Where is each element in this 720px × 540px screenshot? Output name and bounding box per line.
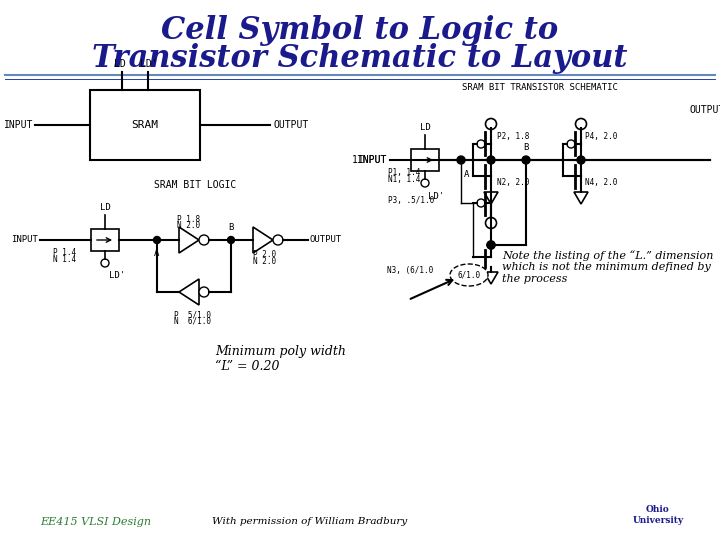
- Circle shape: [477, 140, 485, 148]
- Circle shape: [199, 235, 209, 245]
- Bar: [411, 149, 439, 171]
- Circle shape: [567, 140, 575, 148]
- Circle shape: [487, 156, 495, 164]
- Text: N4, 2.0: N4, 2.0: [585, 178, 617, 186]
- Text: OUTPUT: OUTPUT: [310, 235, 342, 245]
- Text: P1, 1.4: P1, 1.4: [388, 168, 420, 177]
- Circle shape: [101, 259, 109, 267]
- Text: LD: LD: [420, 123, 431, 132]
- Text: N2, 2.0: N2, 2.0: [497, 178, 529, 186]
- Circle shape: [153, 237, 161, 244]
- Circle shape: [477, 199, 485, 207]
- Polygon shape: [484, 192, 498, 204]
- Bar: [91, 229, 119, 251]
- Text: N 2.0: N 2.0: [253, 257, 276, 266]
- Circle shape: [487, 241, 495, 249]
- Text: LD': LD': [428, 192, 444, 201]
- Text: SRAM BIT TRANSISTOR SCHEMATIC: SRAM BIT TRANSISTOR SCHEMATIC: [462, 84, 618, 92]
- Polygon shape: [179, 227, 199, 253]
- Polygon shape: [484, 272, 498, 284]
- Text: P 1.8: P 1.8: [177, 215, 201, 224]
- Text: LD: LD: [99, 203, 110, 212]
- Text: 6/1.0: 6/1.0: [457, 271, 480, 280]
- Polygon shape: [574, 192, 588, 204]
- Ellipse shape: [450, 264, 488, 286]
- Text: 1INPUT: 1INPUT: [352, 155, 387, 165]
- Text: A: A: [154, 249, 160, 258]
- Circle shape: [273, 235, 283, 245]
- Circle shape: [485, 118, 497, 130]
- Text: With permission of William Bradbury: With permission of William Bradbury: [212, 517, 408, 526]
- Circle shape: [228, 237, 235, 244]
- Text: INPUT: INPUT: [11, 235, 38, 245]
- Text: N3, (6/1.0: N3, (6/1.0: [387, 266, 433, 274]
- Circle shape: [575, 118, 587, 130]
- Circle shape: [457, 156, 465, 164]
- Text: N1, 1.4: N1, 1.4: [388, 175, 420, 184]
- Text: B: B: [523, 143, 528, 152]
- Text: Cell Symbol to Logic to: Cell Symbol to Logic to: [161, 15, 559, 45]
- Circle shape: [421, 179, 429, 187]
- Polygon shape: [179, 279, 199, 305]
- Circle shape: [577, 156, 585, 164]
- Text: P 2.0: P 2.0: [253, 250, 276, 259]
- Circle shape: [485, 218, 497, 228]
- Text: LD': LD': [140, 59, 158, 69]
- Text: P2, 1.8: P2, 1.8: [497, 132, 529, 140]
- Text: SRAM BIT LOGIC: SRAM BIT LOGIC: [154, 180, 236, 190]
- Text: SRAM: SRAM: [132, 120, 158, 130]
- Text: N 1.4: N 1.4: [53, 255, 76, 264]
- Text: OUTPUT: OUTPUT: [690, 105, 720, 115]
- Text: A: A: [464, 170, 469, 179]
- Text: Note the listing of the “L.” dimension
which is not the minimum defined by
the p: Note the listing of the “L.” dimension w…: [502, 250, 714, 284]
- Circle shape: [487, 241, 495, 249]
- Text: N  6/1.0: N 6/1.0: [174, 317, 210, 326]
- Circle shape: [522, 156, 530, 164]
- Text: LD: LD: [114, 59, 126, 69]
- Polygon shape: [253, 227, 273, 253]
- Text: INPUT: INPUT: [358, 155, 387, 165]
- Text: P 1.4: P 1.4: [53, 248, 76, 257]
- Text: N 2.0: N 2.0: [177, 221, 201, 230]
- Text: EE415 VLSI Design: EE415 VLSI Design: [40, 517, 151, 527]
- Text: Ohio
University: Ohio University: [632, 505, 683, 525]
- Bar: [90, 90, 200, 160]
- Text: B: B: [228, 223, 234, 232]
- Text: P4, 2.0: P4, 2.0: [585, 132, 617, 140]
- Text: INPUT: INPUT: [4, 120, 33, 130]
- Text: Minimum poly width
“L” = 0.20: Minimum poly width “L” = 0.20: [215, 345, 346, 373]
- Circle shape: [199, 287, 209, 297]
- Text: P3, .5/1.0: P3, .5/1.0: [388, 195, 434, 205]
- Text: P  5/1.0: P 5/1.0: [174, 310, 210, 319]
- Text: OUTPUT: OUTPUT: [273, 120, 308, 130]
- Text: Transistor Schematic to Layout: Transistor Schematic to Layout: [92, 44, 628, 75]
- Text: LD': LD': [109, 271, 125, 280]
